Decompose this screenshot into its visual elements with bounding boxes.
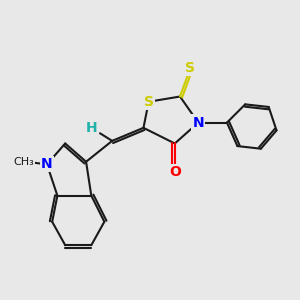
- Text: CH₃: CH₃: [13, 157, 34, 167]
- Text: O: O: [169, 165, 181, 179]
- Text: N: N: [41, 157, 53, 171]
- Text: H: H: [85, 121, 97, 135]
- Text: S: S: [144, 95, 154, 109]
- Text: N: N: [192, 116, 204, 130]
- Text: S: S: [185, 61, 195, 75]
